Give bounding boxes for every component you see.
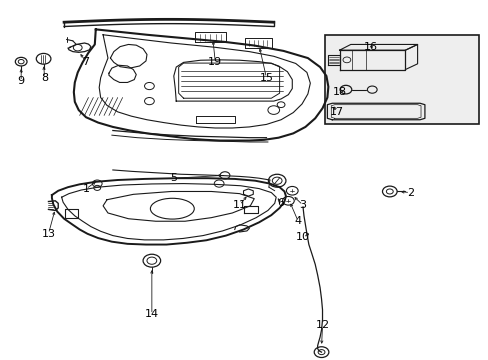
Text: 10: 10 [295, 232, 309, 242]
Text: 18: 18 [332, 87, 346, 97]
Text: 6: 6 [277, 198, 284, 208]
Text: 5: 5 [170, 173, 177, 183]
Text: 3: 3 [299, 200, 306, 210]
Text: 15: 15 [259, 73, 273, 83]
Text: 12: 12 [315, 320, 329, 330]
Text: 17: 17 [329, 107, 344, 117]
Text: 13: 13 [41, 229, 55, 239]
Text: 9: 9 [18, 76, 25, 86]
Text: 16: 16 [364, 42, 378, 52]
Text: 19: 19 [208, 57, 222, 67]
Text: 1: 1 [82, 184, 89, 194]
FancyBboxPatch shape [325, 35, 478, 125]
Text: 7: 7 [82, 57, 89, 67]
Text: 2: 2 [406, 188, 413, 198]
Text: 11: 11 [232, 200, 246, 210]
Text: 14: 14 [144, 310, 159, 319]
Text: 8: 8 [41, 73, 48, 83]
Text: 4: 4 [294, 216, 301, 226]
